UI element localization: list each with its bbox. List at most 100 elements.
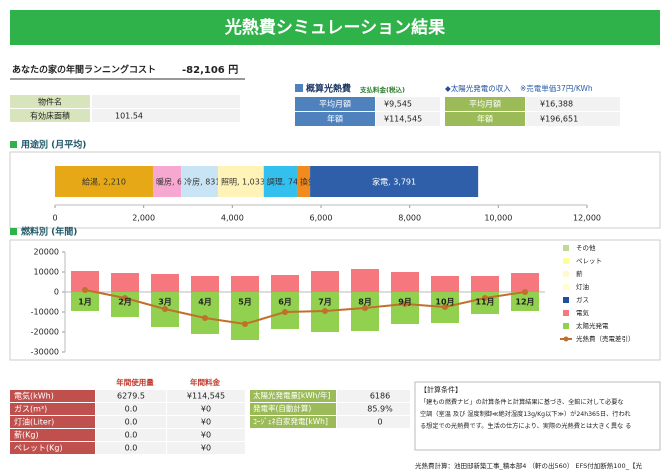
value-cell (526, 112, 620, 126)
y-tick-label: -10000 (31, 308, 59, 317)
cost-value: ¥0 (201, 431, 211, 440)
label-cell (10, 95, 90, 108)
cost-value: -82,106 円 (182, 64, 238, 76)
banner (10, 10, 660, 45)
bullet (295, 84, 303, 92)
legend-label: 灯油 (576, 282, 589, 291)
legend-label: 太陽光発電 (576, 321, 609, 330)
solar-value: ¥196,651 (540, 115, 578, 124)
usage-value: 0.0 (125, 418, 138, 427)
row-label: ｺｰｼﾞｪﾈ自家発電[kWh] (253, 416, 328, 426)
bar (231, 276, 259, 292)
point (82, 287, 88, 293)
legend-label: 薪 (576, 269, 583, 278)
solar-note: ※売電単価37円/KWh (520, 83, 593, 93)
value-cell (92, 95, 240, 108)
value-cell (96, 416, 166, 428)
bullet (10, 228, 17, 235)
legend-swatch (563, 245, 569, 251)
bar (351, 292, 379, 331)
note-box (414, 381, 661, 451)
cost-value: ¥114,545 (187, 392, 225, 401)
label-cell (295, 97, 375, 111)
point (202, 315, 208, 321)
gen-value: 6186 (370, 392, 390, 401)
estimate-note: 支払料金(税込) (359, 85, 405, 94)
label-cell (10, 429, 95, 441)
legend-swatch (563, 323, 569, 329)
row-label: 発電率(自動計算) (253, 403, 311, 413)
estimate-label: 年額 (327, 114, 343, 124)
usage-value: 6279.5 (117, 392, 145, 401)
usage-value: 0.0 (125, 405, 138, 414)
value-cell (337, 403, 410, 415)
table-header: 年間使用量 (116, 377, 154, 387)
bar (431, 276, 459, 292)
label-cell (10, 403, 95, 415)
cost-value: ¥0 (201, 418, 211, 427)
data-label: 照明, 1,033 (221, 178, 265, 187)
bar (511, 292, 539, 311)
x-tick-label: 12月 (515, 298, 534, 307)
legend-swatch (563, 271, 569, 277)
x-tick-label: 6,000 (310, 214, 333, 223)
legend-label: ペレット (576, 257, 602, 265)
x-tick-label: 12,000 (573, 214, 601, 223)
table-header: 年間料金 (190, 377, 220, 387)
point (482, 295, 488, 301)
estimate-label: 平均月額 (319, 99, 351, 109)
property-value: 101.54 (115, 112, 143, 121)
value-cell (96, 403, 166, 415)
x-tick-label: 6月 (278, 298, 292, 307)
solar-label: 年額 (477, 114, 493, 124)
bar (511, 273, 539, 292)
point (442, 304, 448, 310)
point (282, 309, 288, 315)
estimate-value: ¥9,545 (384, 100, 412, 109)
y-tick-label: -30000 (31, 348, 59, 357)
bar (351, 269, 379, 292)
note-line: 「建もの燃費ナビ」の計算条件と計算結果に基づき、全館に対して必要な (420, 398, 624, 406)
legend-label: 光熱費（売電差引） (576, 334, 635, 343)
value-cell (376, 112, 440, 126)
chart-title: 用途別 (月平均) (20, 139, 86, 151)
value-cell (376, 97, 440, 111)
property-label: 物件名 (38, 97, 62, 107)
point (322, 308, 328, 314)
cost-value: ¥0 (201, 405, 211, 414)
bar-segment (55, 166, 153, 197)
row-label: 薪(Kg) (14, 430, 39, 440)
label-cell (10, 390, 95, 402)
x-tick-label: 10,000 (484, 214, 512, 223)
y-tick-label: -20000 (31, 328, 59, 337)
point (522, 289, 528, 295)
data-label: 給湯, 2,210 (82, 177, 126, 187)
bar (191, 276, 219, 292)
legend-label: ガス (576, 295, 589, 304)
cost-value: ¥0 (201, 444, 211, 453)
bar-segment (217, 166, 264, 197)
bar-segment (296, 166, 311, 197)
page-title: 光熱費シミュレーション結果 (224, 17, 445, 38)
y-tick-label: 0 (54, 288, 59, 297)
x-tick-label: 9月 (398, 298, 412, 307)
data-label: 冷房, 831 (184, 177, 220, 187)
label-cell (250, 403, 336, 415)
legend-swatch (563, 284, 569, 290)
x-tick-label: 2月 (118, 298, 132, 307)
note-title: 【計算条件】 (420, 385, 462, 394)
bullet (10, 141, 17, 148)
row-label: ガス(m³) (14, 404, 47, 414)
data-label: 暖房, 635 (156, 177, 192, 187)
usage-value: 0.0 (125, 431, 138, 440)
note-line: る想定での光熱費です。生活の仕方により、実際の光熱費とは大きく異な る (420, 422, 631, 430)
value-cell (92, 109, 240, 122)
cost-label: あなたの家の年間ランニングコスト (12, 64, 156, 76)
legend-label: 電気 (576, 308, 590, 317)
value-cell (96, 390, 166, 402)
x-tick-label: 4月 (198, 298, 212, 307)
bar (191, 292, 219, 334)
x-tick-label: 5月 (238, 298, 252, 307)
x-tick-label: 0 (52, 214, 57, 223)
